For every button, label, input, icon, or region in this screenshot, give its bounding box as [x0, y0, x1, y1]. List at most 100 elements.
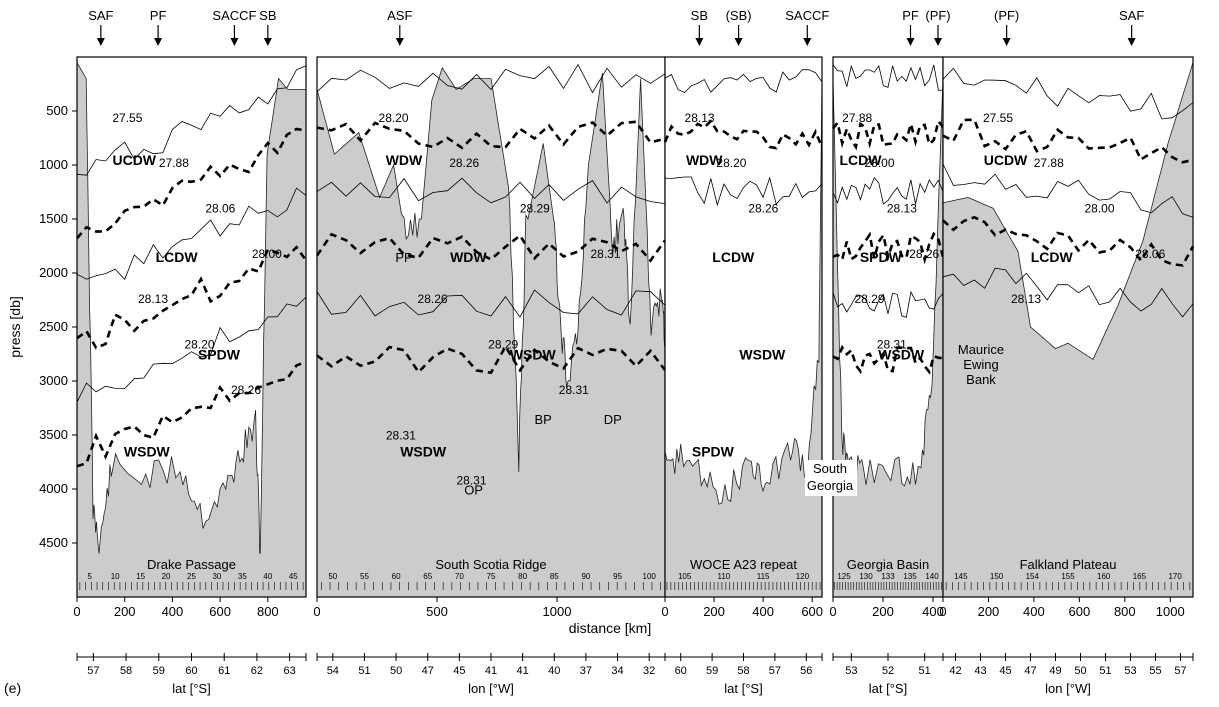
front-label: ASF — [387, 8, 412, 23]
x-axis-label: distance [km] — [569, 620, 651, 636]
isopycnal-label: 28.13 — [685, 111, 715, 125]
isopycnal-label: 27.88 — [159, 156, 189, 170]
front-label: SB — [259, 8, 276, 23]
water-mass-label: SPDW — [198, 346, 241, 362]
front-arrowhead — [1127, 38, 1136, 46]
station-number: 15 — [136, 572, 145, 581]
geo-axis-tick-label: 57 — [87, 665, 99, 677]
isopycnal-label: 28.26 — [909, 247, 939, 261]
station-number: 170 — [1168, 572, 1182, 581]
geo-axis-tick-label: 63 — [284, 665, 296, 677]
geo-axis-tick-label: 34 — [611, 665, 623, 677]
geo-axis-tick-label: 57 — [1174, 665, 1186, 677]
water-mass-label: WDW — [386, 152, 423, 168]
front-arrowhead — [803, 38, 812, 46]
isopycnal-line — [942, 267, 1194, 318]
station-number: 154 — [1026, 572, 1040, 581]
station-number: 45 — [289, 572, 298, 581]
station-number: 20 — [162, 572, 171, 581]
annotation-background — [805, 460, 857, 496]
isopycnal-label: 28.26 — [418, 292, 448, 306]
front-label: SACCF — [212, 8, 256, 23]
water-mass-label: WDW — [686, 152, 723, 168]
front-label: SAF — [88, 8, 113, 23]
geo-axis-tick-label: 47 — [422, 665, 434, 677]
seafloor-bathymetry — [832, 78, 944, 598]
water-mass-label: WSDW — [400, 444, 447, 460]
front-arrowhead — [695, 38, 704, 46]
y-tick-label: 500 — [46, 103, 68, 118]
geo-axis-label: lat [°S] — [724, 681, 762, 696]
isopycnal-line — [832, 290, 944, 318]
station-number: 140 — [925, 572, 939, 581]
geo-axis-label: lat [°S] — [172, 681, 210, 696]
geo-axis-tick-label: 42 — [949, 665, 961, 677]
y-tick-label: 1000 — [39, 157, 68, 172]
dashed-isopycnal — [76, 127, 307, 240]
isopycnal-label: 28.26 — [231, 383, 261, 397]
station-number: 95 — [613, 572, 622, 581]
panel-drake-passage: Drake Passage 5 10 15 20 25 30 35 40 45 0 200 400 600… — [73, 8, 308, 696]
topo-label: Bank — [966, 372, 996, 387]
dashed-isopycnal — [316, 120, 666, 150]
x-tick-label: 600 — [209, 604, 231, 619]
x-tick-label: 1000 — [1156, 604, 1185, 619]
front-label: (PF) — [994, 8, 1019, 23]
isopycnal-label: 28.00 — [865, 156, 895, 170]
isopycnal-label: 28.31 — [559, 383, 589, 397]
x-tick-label: 200 — [978, 604, 1000, 619]
x-tick-label: 0 — [73, 604, 80, 619]
geo-axis-tick-label: 62 — [251, 665, 263, 677]
front-arrowhead — [734, 38, 743, 46]
front-arrowhead — [96, 38, 105, 46]
panel-title: South Scotia Ridge — [435, 557, 546, 572]
isopycnal-line — [832, 64, 944, 91]
seafloor-bathymetry — [316, 66, 666, 598]
geo-axis-tick-label: 47 — [1024, 665, 1036, 677]
dashed-isopycnal — [832, 231, 945, 265]
station-number: 155 — [1061, 572, 1075, 581]
x-tick-label: 800 — [1114, 604, 1136, 619]
water-mass-label: SPDW — [692, 444, 735, 460]
isopycnal-label: 28.29 — [855, 292, 885, 306]
geo-axis-label: lat [°S] — [869, 681, 907, 696]
y-tick-label: 3500 — [39, 427, 68, 442]
station-number: 125 — [837, 572, 851, 581]
water-mass-label: WSDW — [739, 346, 786, 362]
station-number: 133 — [881, 572, 895, 581]
isopycnal-label: 28.13 — [887, 202, 917, 216]
isopycnal-line — [664, 176, 823, 207]
topo-label: OP — [464, 482, 483, 497]
geo-axis-tick-label: 59 — [153, 665, 165, 677]
station-number: 25 — [187, 572, 196, 581]
station-number: 80 — [518, 572, 527, 581]
isopycnal-line — [664, 69, 823, 93]
isopycnal-line — [832, 176, 944, 205]
geo-axis-tick-label: 61 — [218, 665, 230, 677]
topo-label: PP — [395, 250, 412, 265]
isopycnal-line — [316, 289, 666, 318]
panel-frame — [664, 56, 823, 598]
water-mass-label: UCDW — [984, 152, 1028, 168]
station-number: 35 — [238, 572, 247, 581]
isopycnal-label: 28.29 — [488, 338, 518, 352]
station-number: 160 — [1097, 572, 1111, 581]
water-mass-label: UCDW — [112, 152, 156, 168]
station-number: 110 — [717, 572, 730, 581]
geo-axis-tick-label: 56 — [800, 665, 812, 677]
isopycnal-label: 28.20 — [379, 111, 409, 125]
water-mass-label: WSDW — [510, 346, 557, 362]
station-number: 85 — [550, 572, 559, 581]
geo-axis-tick-label: 37 — [580, 665, 592, 677]
figure-label: (e) — [4, 680, 21, 696]
water-mass-label: LCDW — [1031, 249, 1074, 265]
geo-axis-tick-label: 57 — [769, 665, 781, 677]
front-arrowhead — [906, 38, 915, 46]
x-tick-label: 400 — [1023, 604, 1045, 619]
dashed-isopycnal — [663, 119, 824, 150]
y-tick-label: 2500 — [39, 319, 68, 334]
geo-axis-tick-label: 60 — [185, 665, 197, 677]
isopycnal-label: 28.13 — [138, 292, 168, 306]
front-label: PF — [902, 8, 919, 23]
